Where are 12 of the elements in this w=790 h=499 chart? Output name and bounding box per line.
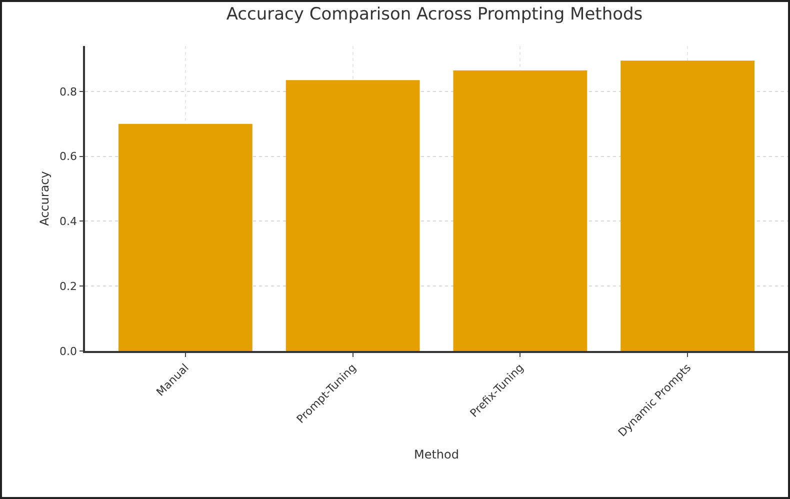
y-tick-label: 0.0 (60, 344, 78, 358)
y-tick-label: 0.6 (60, 150, 78, 164)
bar (453, 70, 588, 351)
bar (118, 124, 252, 351)
bar (620, 60, 755, 351)
y-axis-title: Accuracy (37, 171, 52, 226)
x-axis-title: Method (414, 448, 460, 462)
y-tick-label: 0.2 (60, 280, 78, 293)
y-tick-label: 0.8 (60, 85, 78, 98)
chart-title: Accuracy Comparison Across Prompting Methods (226, 4, 643, 24)
y-tick-label: 0.4 (60, 215, 78, 228)
bar (286, 80, 420, 351)
